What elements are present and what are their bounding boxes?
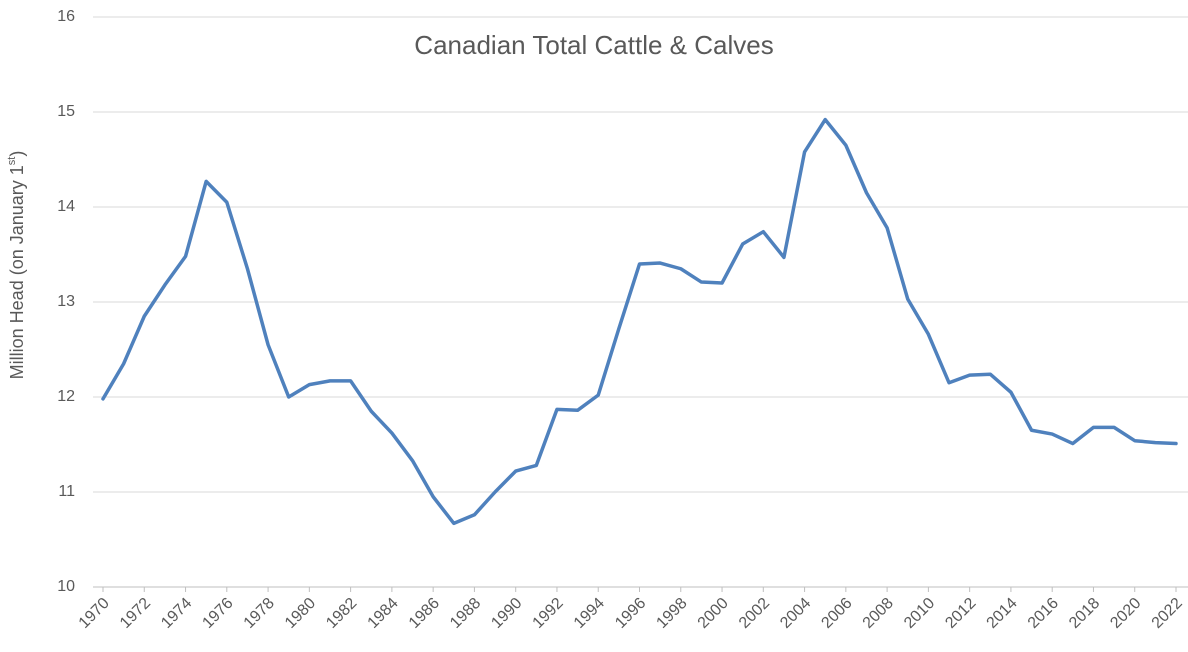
x-tick-label: 1992 [530, 595, 567, 632]
x-tick-label: 1988 [447, 595, 484, 632]
y-tick-label: 14 [57, 198, 75, 215]
x-tick-label: 1976 [199, 595, 236, 632]
x-tick-label: 1984 [365, 595, 402, 632]
x-tick-label: 1998 [653, 595, 690, 632]
x-tick-label: 1978 [241, 595, 278, 632]
data-line [101, 117, 1178, 526]
x-tick-label: 2006 [818, 595, 855, 632]
x-tick-label: 1994 [571, 595, 608, 632]
x-tick-label: 1980 [282, 595, 319, 632]
x-tick-label: 1970 [76, 595, 113, 632]
x-tick-label: 1990 [488, 595, 525, 632]
x-tick-label: 2012 [942, 595, 979, 632]
y-label-end: ) [7, 151, 27, 157]
x-tick-label: 2002 [736, 595, 773, 632]
x-tick-label: 1996 [612, 595, 649, 632]
x-tick-label: 2022 [1149, 595, 1186, 632]
x-tick-label: 1986 [406, 595, 443, 632]
x-tick-label: 1974 [158, 595, 195, 632]
y-tick-label: 13 [57, 293, 75, 310]
y-tick-label: 12 [57, 388, 75, 405]
y-label-text: Million Head (on January 1 [7, 165, 27, 379]
x-tick-label: 2004 [777, 595, 814, 632]
y-tick-label: 16 [57, 8, 75, 25]
y-tick-label: 15 [57, 103, 75, 120]
chart-title: Canadian Total Cattle & Calves [414, 30, 773, 60]
x-tick-label: 1972 [117, 595, 154, 632]
x-tick-label: 2010 [901, 595, 938, 632]
y-tick-label: 11 [58, 483, 75, 500]
x-tick-label: 2018 [1066, 595, 1103, 632]
y-label-sup: st [6, 157, 18, 166]
y-tick-label: 10 [57, 578, 75, 595]
x-tick-label: 2008 [860, 595, 897, 632]
x-tick-label: 2016 [1025, 595, 1062, 632]
x-tick-label: 1982 [323, 595, 360, 632]
y-axis-label: Million Head (on January 1st) [6, 151, 27, 380]
x-tick-label: 2000 [695, 595, 732, 632]
x-tick-label: 2020 [1107, 595, 1144, 632]
x-tick-label: 2014 [984, 595, 1021, 632]
